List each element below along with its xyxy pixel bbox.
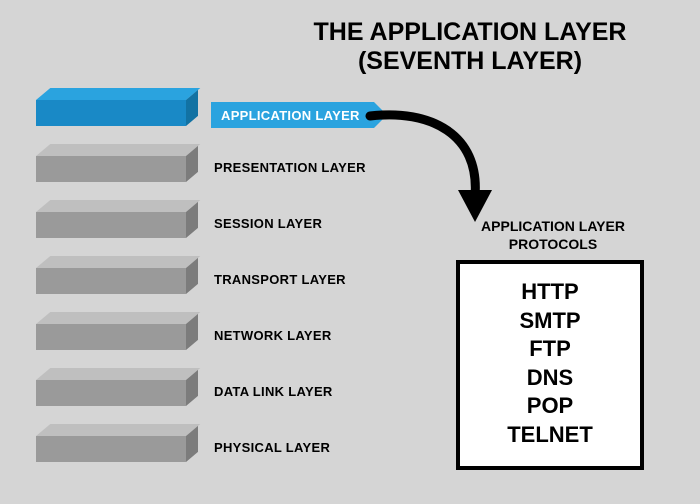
layer-label: NETWORK LAYER <box>214 328 332 343</box>
title-line2: (SEVENTH LAYER) <box>270 47 670 76</box>
protocol-item: TELNET <box>470 421 630 450</box>
layer-label: TRANSPORT LAYER <box>214 272 346 287</box>
layer-label: SESSION LAYER <box>214 216 322 231</box>
page-title: THE APPLICATION LAYER (SEVENTH LAYER) <box>270 18 670 76</box>
arrow-icon <box>360 104 520 234</box>
protocols-title-line2: PROTOCOLS <box>448 236 658 254</box>
protocol-item: SMTP <box>470 307 630 336</box>
title-line1: THE APPLICATION LAYER <box>270 18 670 47</box>
protocols-box: HTTPSMTPFTPDNSPOPTELNET <box>456 260 644 470</box>
layer-slab <box>36 368 186 412</box>
protocols-title-line1: APPLICATION LAYER <box>448 218 658 236</box>
layer-slab <box>36 312 186 356</box>
layer-label: PHYSICAL LAYER <box>214 440 330 455</box>
layer-label: DATA LINK LAYER <box>214 384 333 399</box>
layer-slab <box>36 200 186 244</box>
protocols-title: APPLICATION LAYER PROTOCOLS <box>448 218 658 253</box>
protocol-item: DNS <box>470 364 630 393</box>
layer-slab <box>36 256 186 300</box>
layer-label-banner: APPLICATION LAYER <box>211 102 374 128</box>
layer-slab <box>36 144 186 188</box>
layer-slab <box>36 424 186 468</box>
layer-label: PRESENTATION LAYER <box>214 160 366 175</box>
protocol-item: FTP <box>470 335 630 364</box>
protocol-item: HTTP <box>470 278 630 307</box>
layer-slab <box>36 88 186 132</box>
protocol-item: POP <box>470 392 630 421</box>
